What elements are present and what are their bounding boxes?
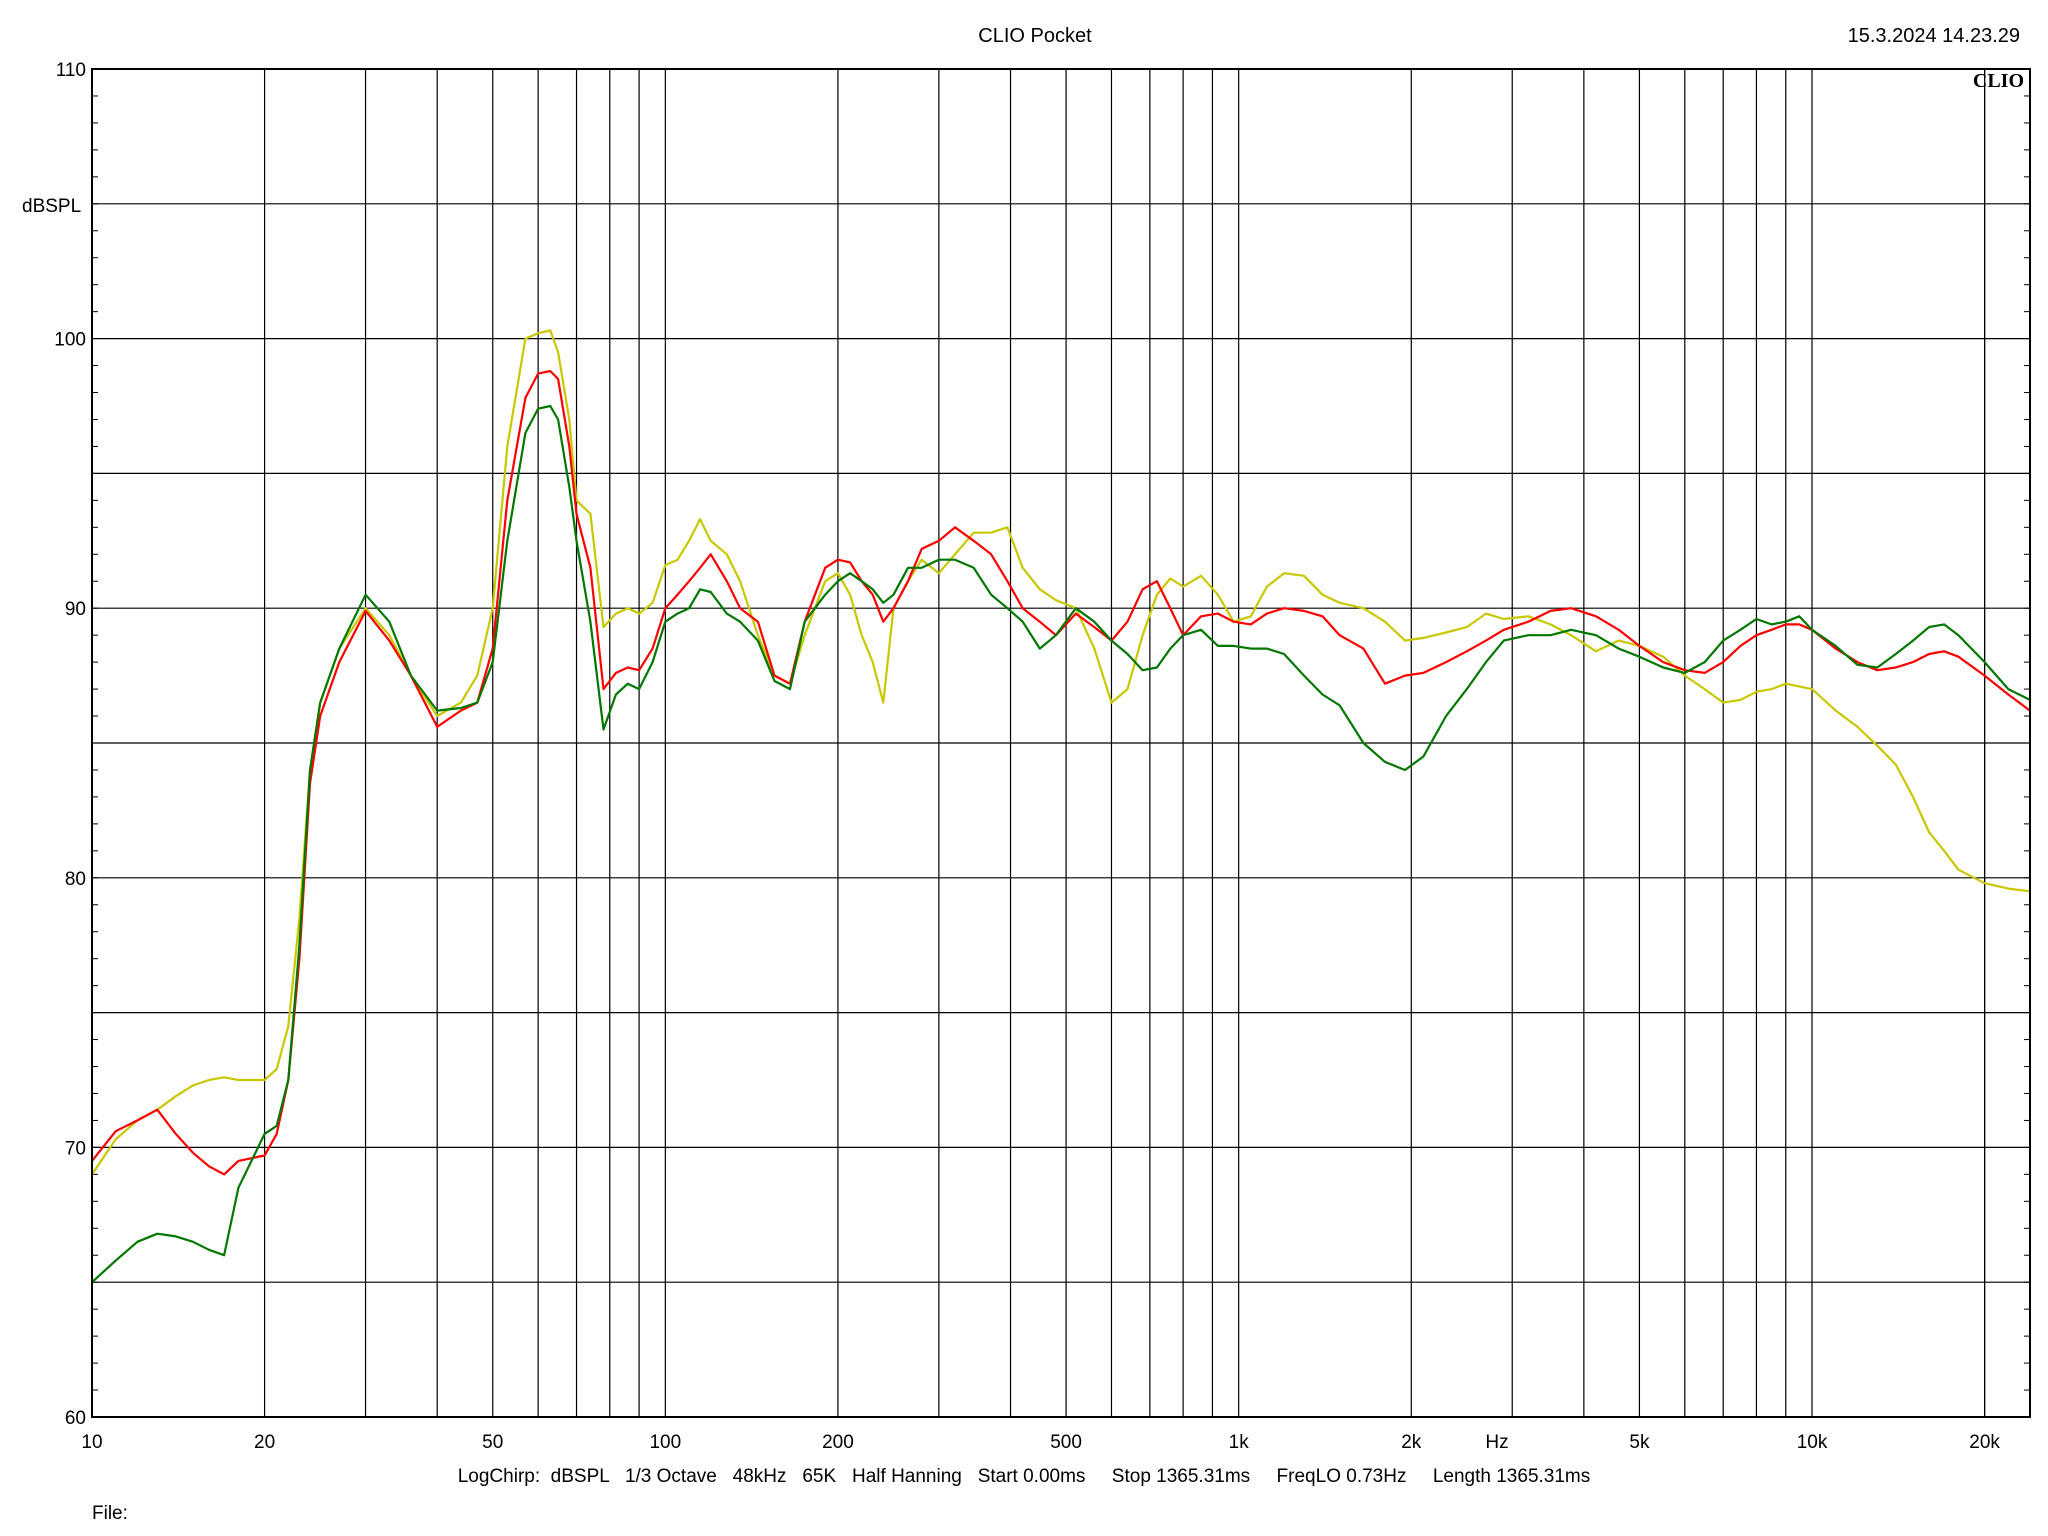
series-line-3 xyxy=(91,404,2031,1284)
x-axis-label: Hz xyxy=(1485,1432,1508,1453)
x-tick-label: 50 xyxy=(482,1432,503,1453)
series-line-2 xyxy=(91,369,2031,1176)
x-tick-labels: 10 20 50 100 200 500 1k 2k 5k 10k 20k xyxy=(81,1432,2000,1453)
x-tick-label: 20 xyxy=(254,1432,275,1453)
y-tick-label: 80 xyxy=(65,869,86,890)
x-tick-label: 10 xyxy=(81,1432,102,1453)
y-tick-label: 110 xyxy=(56,60,86,81)
x-tick-label: 20k xyxy=(1969,1432,2000,1453)
chart-title: CLIO Pocket xyxy=(978,25,1092,47)
plot-frame xyxy=(91,68,2031,1418)
x-tick-label: 2k xyxy=(1401,1432,1422,1453)
y-axis-label: dBSPL xyxy=(22,196,81,217)
x-tick-label: 5k xyxy=(1629,1432,1650,1453)
x-tick-label: 200 xyxy=(822,1432,854,1453)
x-tick-label: 100 xyxy=(649,1432,681,1453)
y-tick-label: 60 xyxy=(65,1408,86,1429)
x-tick-label: 1k xyxy=(1229,1432,1250,1453)
series-group xyxy=(91,329,2031,1284)
timestamp: 15.3.2024 14.23.29 xyxy=(1848,25,2020,47)
y-tick-label: 70 xyxy=(65,1138,86,1159)
y-tick-label: 90 xyxy=(65,599,86,620)
measurement-settings: LogChirp: dBSPL 1/3 Octave 48kHz 65K Hal… xyxy=(458,1466,1591,1487)
x-tick-label: 500 xyxy=(1050,1432,1082,1453)
clio-logo: CLIO xyxy=(1973,70,2024,92)
y-tick-labels: 60 70 80 90 100 110 xyxy=(54,60,86,1429)
x-tick-label: 10k xyxy=(1797,1432,1828,1453)
y-tick-label: 100 xyxy=(54,330,86,351)
file-label: File: xyxy=(92,1503,128,1524)
grid xyxy=(92,69,2030,1417)
